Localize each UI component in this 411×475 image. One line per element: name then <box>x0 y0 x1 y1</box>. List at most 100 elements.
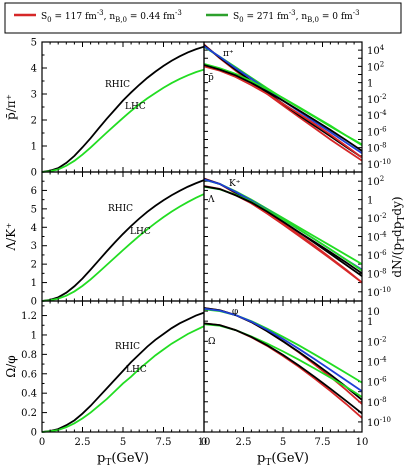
x-axis-label-left: pT(GeV) <box>97 451 149 468</box>
y-tick-label: 104 <box>367 44 385 57</box>
plot-frame <box>41 300 205 433</box>
ratio-panel: 0 0.2 0.4 0.6 0.8 1 1.2 0 2.5 5 7.5 10 Ω/φ <box>4 300 211 448</box>
y-tick-label: 1 <box>31 278 37 289</box>
x-tick-label: 2.5 <box>75 437 91 448</box>
ratio-curve-rhic <box>41 311 205 433</box>
ratio-curve-lhc <box>41 325 205 433</box>
y-tick-label: 10-10 <box>367 286 391 299</box>
y-tick-label: 1 <box>367 196 373 207</box>
y-tick-label: 1 <box>367 317 373 328</box>
legend-entry: S0 = 271 fm-3, nB,0 = 0 fm-3 <box>233 9 360 24</box>
particle-label: Λ <box>207 195 215 205</box>
y-tick-label: 10-6 <box>367 249 387 262</box>
y-tick-label: 1 <box>367 79 373 90</box>
y-tick-label: 102 <box>367 60 384 73</box>
y-tick-label: 0.6 <box>21 369 37 380</box>
ratio-panel: 0 1 2 3 4 5 6 Λ/K⁺ <box>4 171 205 308</box>
spectrum-curve <box>203 185 363 277</box>
y-axis-label: Λ/K⁺ <box>4 222 18 251</box>
curve-label-rhic: RHIC <box>108 204 133 214</box>
ratio-panel: 0 1 2 3 4 5 p̄/π⁺ <box>4 38 205 179</box>
y-axis-label: Ω/φ <box>4 355 18 377</box>
x-axis-label-right: pT(GeV) <box>257 451 309 468</box>
spectrum-curve <box>203 323 363 398</box>
y-tick-label: 10-2 <box>367 335 387 348</box>
legend-entry: S0 = 117 fm-3, nB,0 = 0.44 fm-3 <box>41 9 182 24</box>
y-tick-label: 5 <box>31 38 37 49</box>
y-tick-label: 10-8 <box>367 267 387 280</box>
y-tick-label: 10-8 <box>367 142 387 155</box>
curve-label-lhc: LHC <box>125 102 146 112</box>
x-tick-label: 0 <box>201 437 207 448</box>
x-tick-label: 10 <box>198 437 211 448</box>
spectrum-curve <box>203 63 363 146</box>
particle-label: p̄ <box>208 73 214 83</box>
y-tick-label: 10-2 <box>367 212 387 225</box>
x-tick-label: 7.5 <box>315 437 331 448</box>
y-tick-label: 2 <box>31 116 37 127</box>
y-tick-label: 3 <box>31 241 37 252</box>
x-tick-label: 10 <box>356 437 369 448</box>
y-tick-label: 10-4 <box>367 109 387 122</box>
curve-label-lhc: LHC <box>126 365 147 375</box>
legend-box <box>4 2 402 34</box>
spectra-panel: 10-10 10-8 10-6 10-4 10-2 1 102 K⁺ Λ <box>203 171 391 302</box>
y-tick-label: 1 <box>31 142 37 153</box>
y-tick-label: 10-10 <box>367 416 391 429</box>
ratio-curve-rhic <box>41 45 205 173</box>
ratio-curve-rhic <box>41 179 205 302</box>
curve-label-lhc: LHC <box>130 227 151 237</box>
y-tick-label: 0 <box>31 428 37 439</box>
particle-label: φ <box>232 307 238 317</box>
y-tick-label: 1.2 <box>21 311 37 322</box>
y-tick-label: 0.4 <box>21 389 37 400</box>
y-axis-label: p̄/π⁺ <box>4 94 18 120</box>
y-tick-label: 6 <box>31 186 37 197</box>
right-y-axis-label: dN/(pTdpTdy) <box>390 196 407 277</box>
y-tick-label: 10-6 <box>367 376 387 389</box>
spectrum-curve <box>203 307 363 393</box>
particle-label: K⁺ <box>229 179 241 189</box>
y-tick-label: 10-8 <box>367 396 387 409</box>
spectrum-curve <box>203 65 363 159</box>
y-tick-label: 2 <box>31 260 37 271</box>
y-tick-label: 0.8 <box>21 350 37 361</box>
x-tick-label: 0 <box>39 437 45 448</box>
plot-frame <box>41 41 205 173</box>
y-tick-label: 102 <box>367 175 384 188</box>
y-tick-label: 10-4 <box>367 231 387 244</box>
y-tick-label: 10-2 <box>367 93 387 106</box>
y-tick-label: 0 <box>31 168 37 179</box>
y-tick-label: 10 <box>367 307 380 318</box>
spectrum-curve <box>203 64 363 152</box>
x-tick-label: 2.5 <box>236 437 252 448</box>
legend: S0 = 117 fm-3, nB,0 = 0.44 fm-3 S0 = 271 … <box>4 2 402 34</box>
y-tick-label: 10-4 <box>367 355 387 368</box>
ratio-curve-lhc <box>41 193 205 302</box>
curve-label-rhic: RHIC <box>115 342 140 352</box>
y-tick-label: 10-10 <box>367 158 391 171</box>
particle-label: π⁺ <box>223 49 234 59</box>
x-tick-label: 5 <box>280 437 286 448</box>
y-tick-label: 5 <box>31 204 37 215</box>
particle-label: Ω <box>208 337 215 347</box>
x-tick-label: 7.5 <box>156 437 172 448</box>
spectra-panel: 10-10 10-8 10-6 10-4 10-2 1 102 104 π⁺ p̄ <box>203 41 391 173</box>
y-tick-label: 4 <box>31 64 37 75</box>
y-tick-label: 0.2 <box>21 408 37 419</box>
y-tick-label: 10-6 <box>367 125 387 138</box>
y-tick-label: 0 <box>31 297 37 308</box>
curve-label-rhic: RHIC <box>105 80 130 90</box>
spectrum-curve <box>203 308 363 384</box>
spectrum-curve <box>203 322 363 415</box>
y-tick-label: 4 <box>31 223 37 234</box>
spectrum-curve <box>203 177 363 284</box>
ratio-curve-lhc <box>41 68 205 173</box>
spectrum-curve <box>203 185 363 284</box>
plot-frame <box>203 300 363 433</box>
y-tick-label: 1 <box>31 330 37 341</box>
x-tick-label: 5 <box>120 437 126 448</box>
y-tick-label: 3 <box>31 90 37 101</box>
